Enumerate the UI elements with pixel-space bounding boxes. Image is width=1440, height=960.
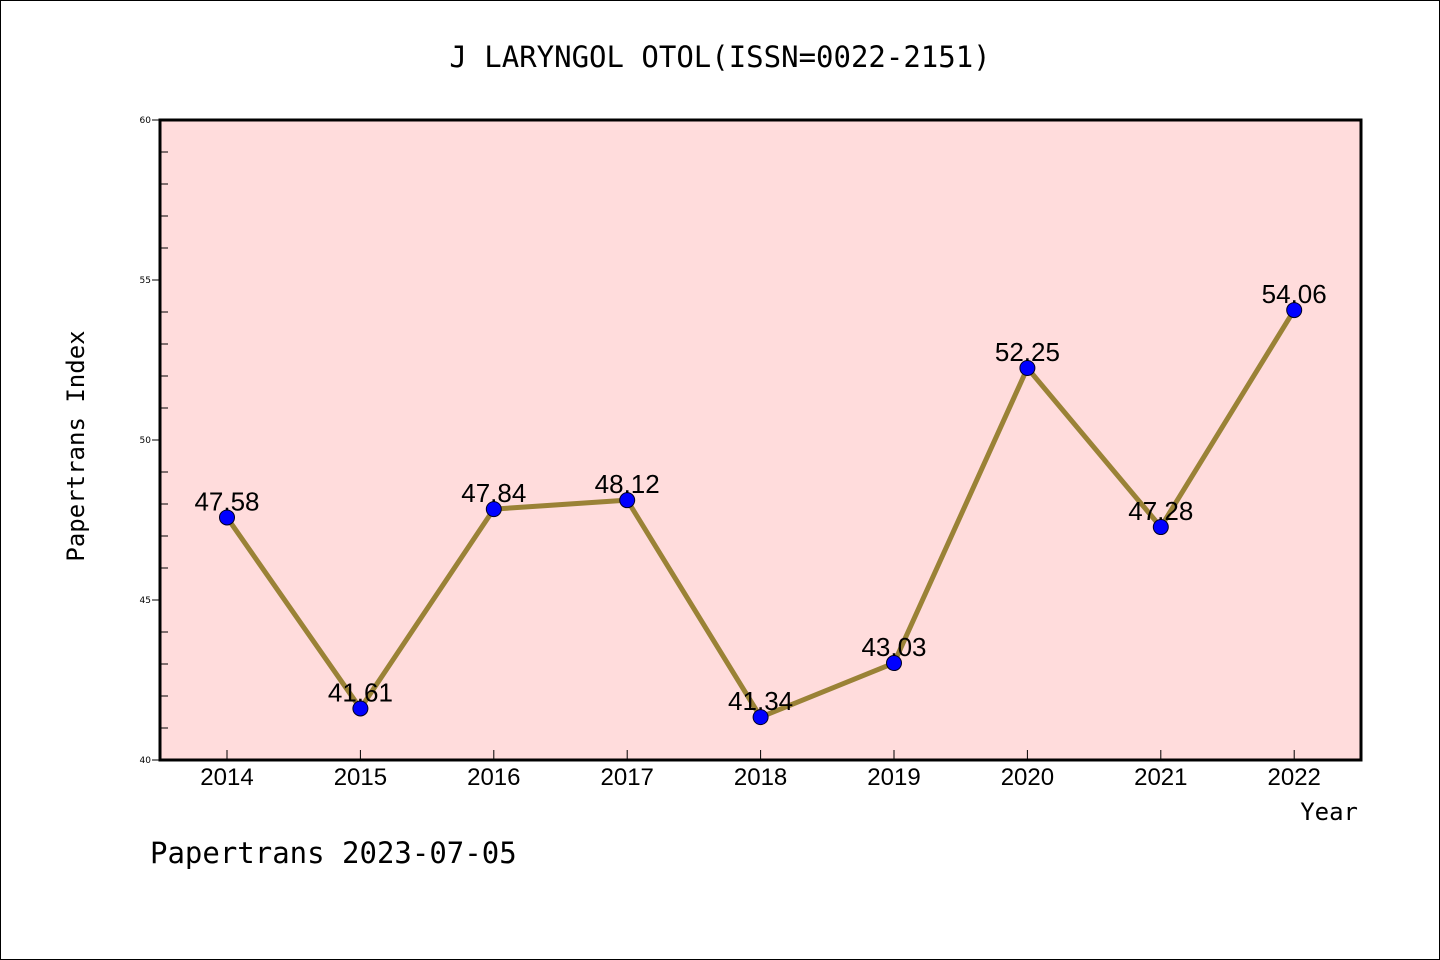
data-point — [1152, 519, 1169, 536]
y-tick-label: 40 — [140, 756, 152, 766]
data-label: 47.58 — [194, 486, 259, 516]
x-tick-label: 2015 — [334, 764, 387, 791]
data-label: 43.03 — [861, 632, 926, 662]
x-tick-label: 2017 — [601, 764, 654, 791]
data-label: 52.25 — [995, 337, 1060, 367]
x-tick-label: 2021 — [1134, 764, 1187, 791]
x-axis: 2014 2015 2016 2017 2018 2019 2020 2021 2022 — [200, 750, 1321, 791]
y-tick-label: 50 — [140, 436, 152, 446]
data-point — [619, 492, 636, 509]
x-axis-label: Year — [1300, 798, 1358, 826]
data-point — [886, 655, 902, 672]
y-tick-label: 45 — [140, 596, 151, 606]
x-tick-label: 2016 — [467, 764, 520, 791]
data-point — [752, 709, 769, 726]
data-point — [1019, 360, 1036, 376]
y-tick-label: 60 — [140, 116, 152, 126]
data-label: 54.06 — [1262, 279, 1327, 309]
data-points — [219, 302, 1303, 726]
x-tick-label: 2020 — [1001, 764, 1054, 791]
footer-watermark: Papertrans 2023-07-05 — [150, 836, 517, 870]
x-tick-label: 2019 — [867, 764, 920, 791]
data-label: 47.28 — [1128, 496, 1193, 526]
x-tick-label: 2022 — [1268, 764, 1321, 791]
data-label: 48.12 — [595, 469, 660, 499]
data-point — [219, 509, 235, 526]
y-axis-label: Papertrans Index — [62, 330, 90, 561]
data-labels: 47.58 41.61 47.84 48.12 41.34 43.03 52.25 47.28… — [194, 279, 1326, 716]
chart-title: J LARYNGOL OTOL(ISSN=0022-2151) — [449, 40, 990, 74]
plot-border — [158, 118, 1363, 762]
x-tick-label: 2018 — [734, 764, 787, 791]
data-point — [1286, 302, 1303, 319]
plot-area — [160, 120, 1361, 760]
data-point — [485, 501, 502, 518]
data-label: 47.84 — [461, 478, 526, 508]
data-label: 41.34 — [728, 686, 793, 716]
data-label: 41.61 — [328, 677, 393, 707]
y-tick-label: 55 — [140, 276, 151, 286]
data-point — [352, 700, 369, 717]
x-tick-label: 2014 — [200, 764, 253, 791]
